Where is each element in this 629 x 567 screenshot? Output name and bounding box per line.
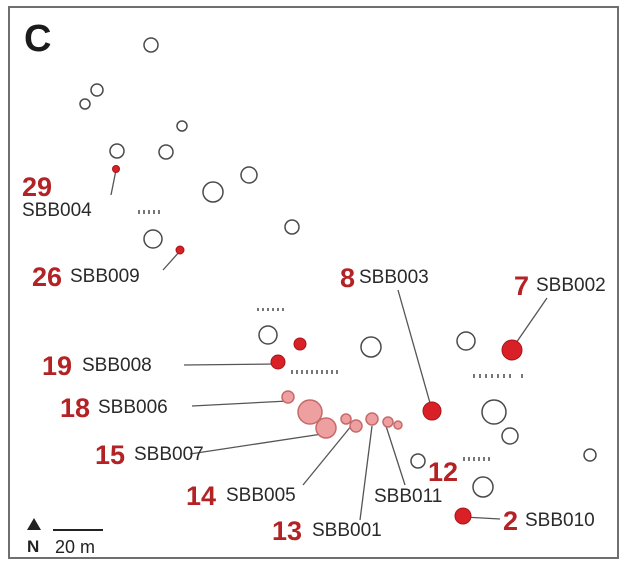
- site-number-label: 15: [95, 440, 126, 470]
- tick-marks: [257, 308, 284, 311]
- tick-marks: [473, 374, 523, 378]
- hollow-site: [158, 144, 174, 160]
- north-arrow-icon: [27, 518, 41, 530]
- site-14-marker: [349, 419, 363, 433]
- hollow-site: [456, 331, 476, 351]
- leader-line: [302, 424, 353, 486]
- scale-distance-label: 20 m: [55, 537, 96, 557]
- leader-line: [397, 289, 433, 411]
- site-number-label: 14: [186, 481, 217, 511]
- hollow-site: [501, 427, 519, 445]
- hollow-site: [143, 37, 159, 53]
- panel-letter: C: [24, 18, 52, 60]
- site-number-label: 13: [272, 516, 303, 546]
- site-15-marker: [315, 417, 337, 439]
- hollow-site: [109, 143, 125, 159]
- leader-line: [110, 169, 117, 196]
- site-code-label: SBB010: [525, 510, 595, 531]
- hollow-site: [90, 83, 104, 97]
- site-code-label: SBB009: [70, 266, 140, 287]
- leader-line: [191, 400, 289, 407]
- site-29-marker: [112, 165, 120, 173]
- leader-line: [189, 433, 323, 455]
- hollow-site: [240, 166, 258, 184]
- site-13-marker: [365, 412, 379, 426]
- leader-lines: [110, 169, 548, 521]
- site-19-marker: [293, 337, 307, 351]
- hollow-site: [143, 229, 163, 249]
- unlabeled-features: [79, 37, 597, 498]
- site-code-label: SBB001: [312, 520, 382, 541]
- site-number-label: 12: [428, 457, 459, 487]
- site-code-label: SBB006: [98, 397, 168, 418]
- hollow-site: [284, 219, 300, 235]
- site-code-label: SBB002: [536, 275, 606, 296]
- tick-marks: [291, 370, 338, 374]
- north-label: N: [27, 537, 40, 556]
- hollow-site: [360, 336, 382, 358]
- site-8-marker: [422, 401, 442, 421]
- hollow-site: [176, 120, 188, 132]
- hollow-site: [472, 476, 494, 498]
- leader-line: [515, 297, 548, 344]
- site-2-marker: [454, 507, 472, 525]
- site-26-marker: [175, 245, 185, 255]
- hollow-site: [79, 98, 91, 110]
- site-number-label: 2: [503, 506, 519, 536]
- site-number-label: 19: [42, 351, 73, 381]
- site-number-label: 8: [340, 263, 356, 293]
- site-15-marker: [297, 399, 323, 425]
- site-code-label: SBB003: [359, 267, 429, 288]
- site-number-label: 18: [60, 393, 91, 423]
- leader-line: [162, 250, 181, 271]
- site-code-label: SBB005: [226, 485, 296, 506]
- leader-line: [183, 363, 279, 366]
- tick-marks: [463, 457, 490, 461]
- site-code-label: SBB007: [134, 444, 204, 465]
- map-frame: [8, 6, 619, 559]
- site-code-label: SBB004: [22, 200, 92, 221]
- hollow-site: [258, 325, 278, 345]
- hollow-site: [410, 453, 426, 469]
- site-18-marker: [281, 390, 295, 404]
- site-code-label: SBB008: [82, 355, 152, 376]
- red-sites: [112, 165, 523, 525]
- tick-marks: [138, 210, 160, 214]
- pink-sites: [281, 390, 403, 439]
- site-14-marker: [340, 413, 352, 425]
- hollow-site: [481, 399, 507, 425]
- site-number-label: 29: [22, 172, 53, 202]
- hollow-site: [583, 448, 597, 462]
- site-19-marker: [270, 354, 286, 370]
- site-number-label: 26: [32, 262, 63, 292]
- site-code-label: SBB011: [374, 486, 443, 507]
- scale-bar: [27, 518, 103, 531]
- site-12-marker: [393, 420, 403, 430]
- leader-line: [359, 425, 373, 521]
- leader-line: [385, 425, 406, 486]
- site-7-marker: [501, 339, 523, 361]
- hollow-site: [202, 181, 224, 203]
- site-number-label: 7: [514, 271, 530, 301]
- structure-markers: [138, 210, 523, 461]
- site-12-marker: [382, 416, 394, 428]
